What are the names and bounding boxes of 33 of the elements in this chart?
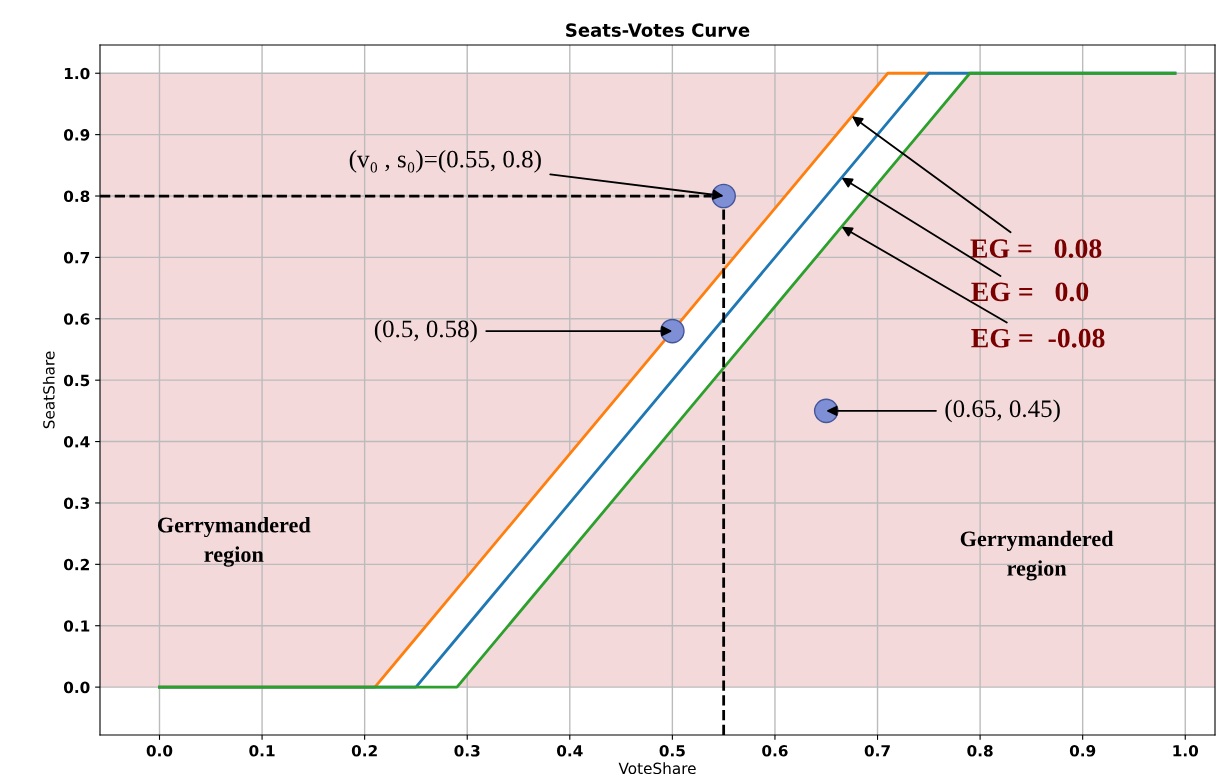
annotation: (v₀ , s₀)=(0.55, 0.8) xyxy=(349,149,541,173)
y-tick-label: 0.5 xyxy=(63,374,90,387)
y-tick-label: 0.9 xyxy=(63,129,90,141)
annotation: (0.65, 0.45) xyxy=(945,399,1060,423)
y-tick-label: 1.0 xyxy=(64,67,90,80)
y-tick-label: 0.3 xyxy=(63,497,90,509)
annotation: EG = 0.08 xyxy=(970,239,1102,259)
x-tick-label: 0.0 xyxy=(146,744,173,757)
y-tick-label: 0.0 xyxy=(63,681,90,694)
x-tick-label: 0.1 xyxy=(249,744,275,757)
y-tick-label: 0.4 xyxy=(63,436,90,448)
y-tick-label: 0.1 xyxy=(63,620,90,632)
x-tick-label: 0.2 xyxy=(351,744,377,757)
annotation: Gerrymandered region xyxy=(157,516,311,567)
annotation: Gerrymandered region xyxy=(960,530,1114,581)
x-tick-label: 0.4 xyxy=(557,744,583,757)
x-axis-title: VoteShare xyxy=(618,762,696,775)
annotation: (0.5, 0.58) xyxy=(374,319,477,343)
x-tick-label: 0.8 xyxy=(967,744,993,757)
annotation: EG = 0.0 xyxy=(971,282,1089,302)
chart-title: Seats-Votes Curve xyxy=(566,23,750,37)
x-tick-label: 0.9 xyxy=(1069,744,1096,757)
y-axis-title: SeatShare xyxy=(42,351,55,429)
x-tick-label: 0.5 xyxy=(659,744,685,757)
y-tick-label: 0.8 xyxy=(63,190,90,203)
x-tick-label: 0.6 xyxy=(762,744,788,757)
x-tick-label: 0.7 xyxy=(864,744,890,757)
y-tick-label: 0.7 xyxy=(63,251,90,264)
y-tick-label: 0.2 xyxy=(63,558,89,571)
y-tick-label: 0.6 xyxy=(63,313,90,325)
x-tick-label: 0.3 xyxy=(454,744,480,757)
annotation: EG = -0.08 xyxy=(971,328,1105,348)
x-tick-label: 1.0 xyxy=(1173,744,1199,757)
